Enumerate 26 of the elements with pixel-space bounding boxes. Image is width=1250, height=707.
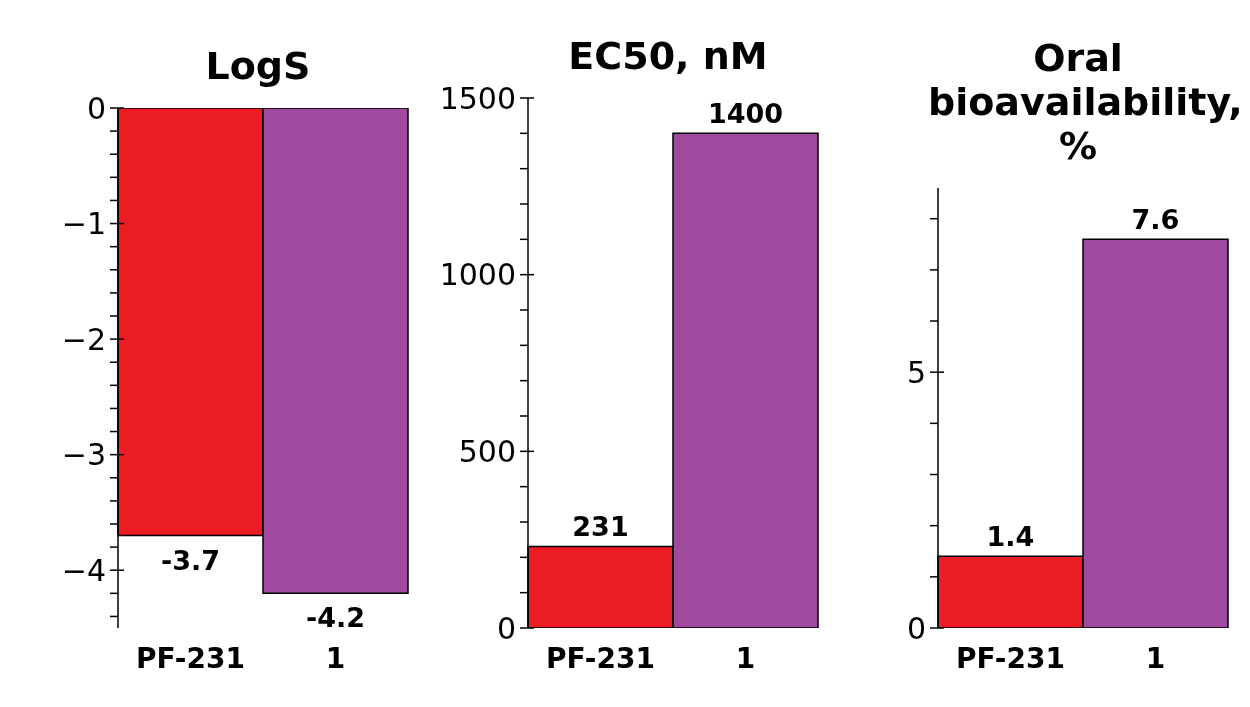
data-label: 7.6 [1131, 204, 1180, 236]
y-tick-label: 0 [496, 610, 516, 646]
y-tick-label: −4 [61, 552, 106, 588]
data-label: 1400 [707, 98, 784, 130]
chart-title: EC50, nM [567, 34, 769, 78]
y-tick-label: −3 [61, 437, 106, 473]
y-tick-label: −1 [61, 206, 106, 242]
x-tick-label: 1 [1145, 641, 1166, 675]
y-tick-label: 1000 [439, 257, 516, 293]
y-tick-label: 0 [86, 90, 106, 126]
y-tick-label: 1500 [439, 80, 516, 116]
chart-title: Oral bioavailability, % [928, 36, 1243, 168]
y-tick-label: 0 [906, 610, 926, 646]
y-tick-label: −2 [61, 321, 106, 357]
x-tick-label: PF-231 [136, 641, 245, 675]
data-label: 231 [572, 511, 629, 543]
data-label: 1.4 [986, 521, 1035, 553]
data-label: -3.7 [160, 544, 221, 576]
chart-title: LogS [204, 44, 312, 88]
x-tick-label: PF-231 [546, 641, 655, 675]
data-label: -4.2 [305, 602, 366, 634]
y-tick-label: 5 [906, 354, 926, 390]
y-tick-label: 500 [458, 433, 516, 469]
x-tick-label: 1 [325, 641, 346, 675]
x-tick-label: PF-231 [956, 641, 1065, 675]
x-tick-label: 1 [735, 641, 756, 675]
